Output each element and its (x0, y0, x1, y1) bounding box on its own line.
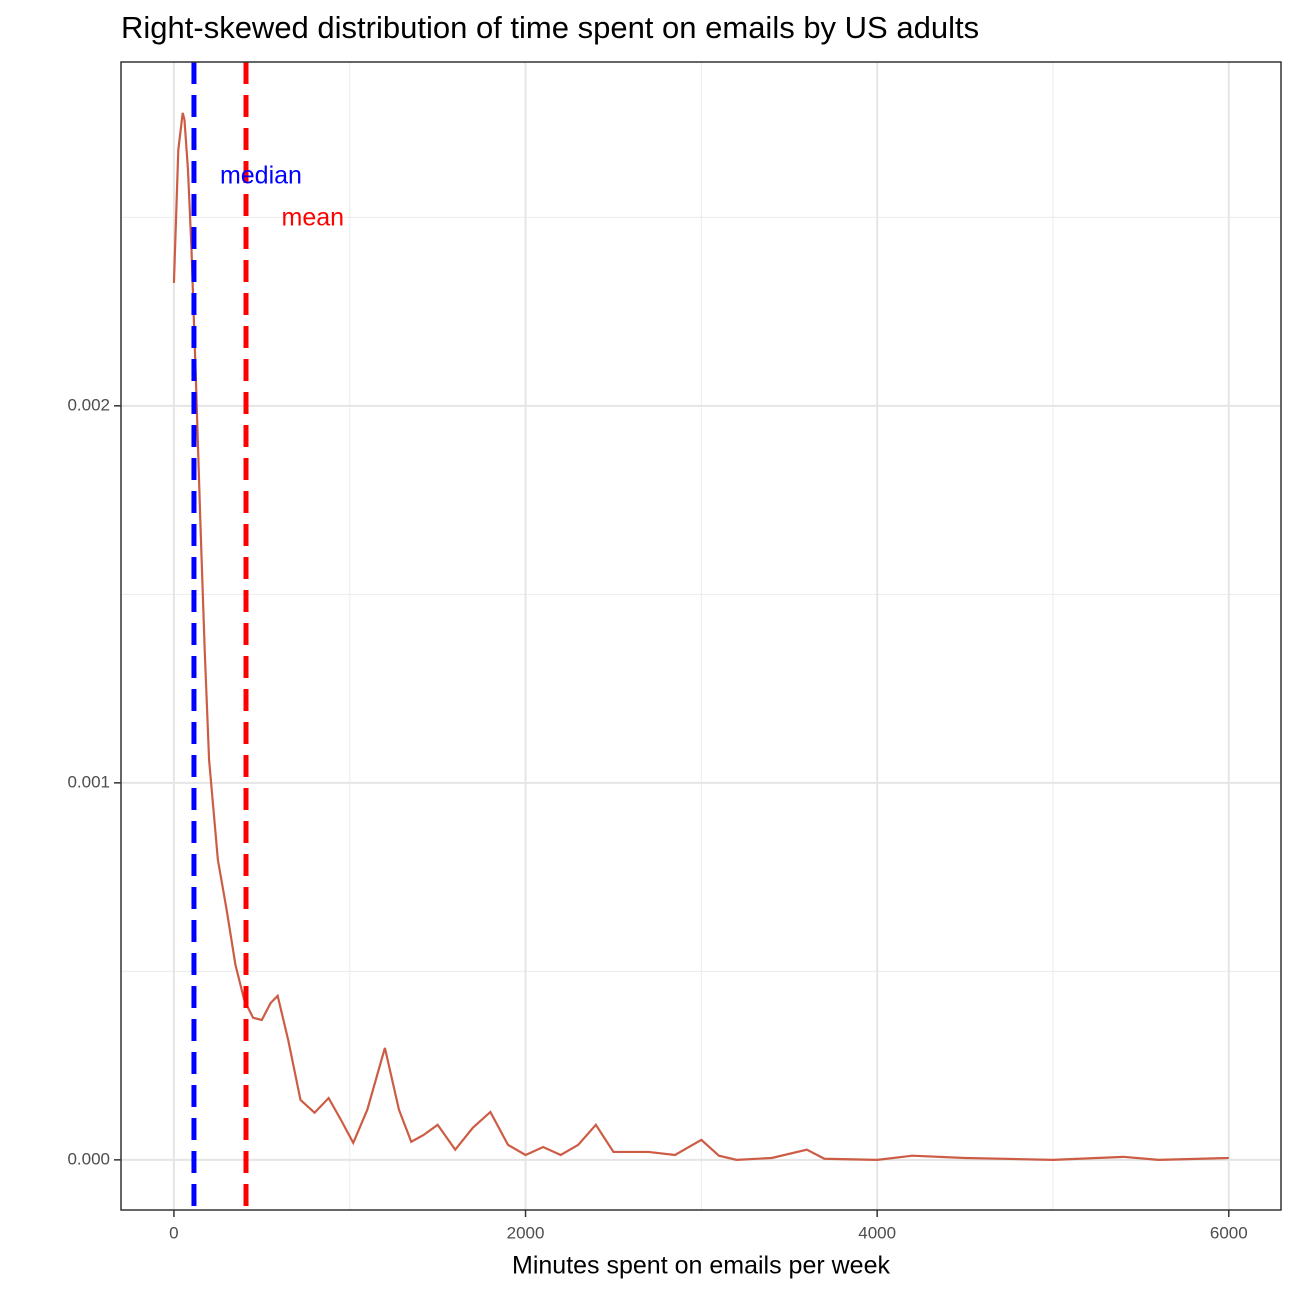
annotation: mean (282, 203, 345, 231)
y-tick-label: 0.002 (67, 395, 110, 414)
x-tick-label: 6000 (1210, 1223, 1248, 1242)
x-tick-label: 2000 (507, 1223, 545, 1242)
density-line (172, 112, 1229, 1161)
plot-border (120, 61, 1282, 1211)
chart-title: Right-skewed distribution of time spent … (121, 10, 979, 45)
x-tick-label: 4000 (858, 1223, 896, 1242)
x-axis-title: Minutes spent on emails per week (512, 1252, 890, 1280)
y-tick-label: 0.000 (67, 1149, 110, 1168)
y-tick-label: 0.001 (67, 772, 110, 791)
annotation: median (220, 162, 302, 190)
x-tick-label: 0 (169, 1223, 178, 1242)
